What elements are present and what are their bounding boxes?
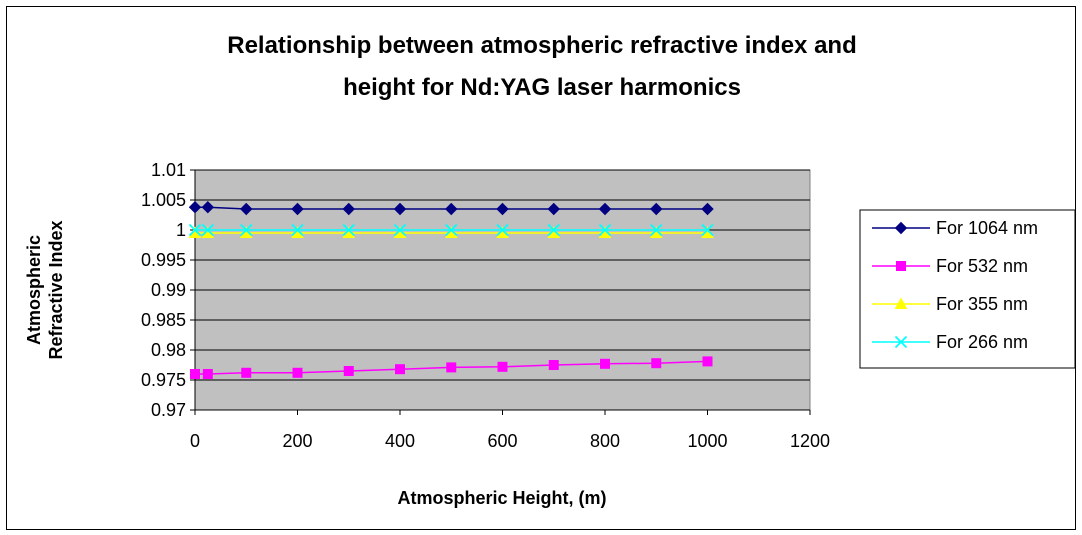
data-point (547, 202, 560, 216)
data-point (702, 356, 713, 367)
x-axis-title: Atmospheric Height, (m) (397, 488, 606, 508)
y-tick-labels: 0.97 0.975 0.98 0.985 0.99 0.995 1 1.005 1.01 (141, 160, 186, 420)
marker-stroke (547, 223, 560, 237)
legend-entry: For 532 nm (872, 256, 1028, 276)
marker-stroke (342, 223, 355, 237)
data-point (395, 364, 405, 375)
data-point (342, 223, 355, 237)
data-point (598, 202, 612, 216)
data-point (445, 202, 458, 216)
legend: For 1064 nm For 532 nm For 355 nm For 266 n… (859, 209, 1076, 369)
series-2 (190, 356, 713, 379)
y-axis-title-line-1: Atmospheric (24, 235, 44, 345)
data-point (445, 223, 458, 237)
data-point (343, 366, 354, 376)
data-point (393, 202, 407, 216)
data-point (548, 360, 559, 370)
y-tick-label: 0.985 (141, 310, 186, 330)
y-tick-label: 1.01 (151, 160, 186, 180)
x-tick-label: 1000 (687, 431, 727, 451)
y-tick-label: 0.995 (141, 250, 186, 270)
legend-marker (894, 221, 908, 235)
x-tick-label: 600 (487, 431, 517, 451)
legend-marker (896, 261, 906, 271)
data-point (240, 202, 253, 216)
y-axis-title-line-2: Refractive Index (46, 220, 66, 359)
legend-marker (894, 335, 908, 349)
data-point (497, 361, 508, 372)
marker-stroke (393, 223, 407, 237)
data-point (201, 200, 215, 214)
data-point (241, 367, 252, 378)
legend-marker (894, 297, 908, 309)
series-1 (188, 200, 714, 216)
y-tick-label: 1 (176, 220, 186, 240)
data-point (342, 202, 355, 216)
data-point (291, 223, 304, 237)
data-point (600, 358, 610, 369)
marker-stroke (650, 223, 663, 237)
legend-entry: For 1064 nm (872, 218, 1038, 238)
legend-entry: For 266 nm (872, 332, 1028, 352)
data-point (547, 223, 560, 237)
data-point (240, 223, 253, 237)
y-tick-label: 0.98 (151, 340, 186, 360)
data-point (651, 358, 662, 369)
data-point (650, 202, 663, 216)
marker-stroke (894, 335, 908, 349)
data-point (291, 202, 304, 216)
marker-stroke (701, 223, 714, 237)
chart-title-line-2: height for Nd:YAG laser harmonics (343, 74, 741, 101)
y-tick-label: 1.005 (141, 190, 186, 210)
legend-label: For 532 nm (936, 256, 1028, 276)
y-axis-title: Atmospheric Refractive Index (24, 220, 66, 359)
marker-stroke (291, 223, 304, 237)
y-tick-label: 0.99 (151, 280, 186, 300)
x-tick-label: 800 (590, 431, 620, 451)
x-tick-label: 1200 (790, 431, 830, 451)
data-point (188, 200, 202, 214)
x-tick-label: 400 (385, 431, 415, 451)
legend-label: For 355 nm (936, 294, 1028, 314)
series-line (195, 206, 708, 210)
marker-stroke (188, 223, 202, 237)
data-point (202, 369, 213, 379)
marker-stroke (201, 223, 214, 237)
data-point (446, 362, 457, 373)
series-layer (188, 200, 714, 379)
x-tick-labels: 0 200 400 600 800 1000 1200 (190, 431, 830, 451)
legend-label: For 1064 nm (936, 218, 1038, 238)
legend-entry: For 355 nm (872, 294, 1028, 314)
marker-stroke (496, 223, 509, 237)
x-tick-label: 0 (190, 431, 200, 451)
y-tick-label: 0.975 (141, 370, 186, 390)
data-point (201, 223, 214, 237)
marker-stroke (240, 223, 253, 237)
series-line (195, 360, 708, 375)
data-point (598, 223, 612, 237)
data-point (393, 223, 407, 237)
series-4 (188, 223, 714, 237)
marker-stroke (445, 223, 458, 237)
chart-title-line-1: Relationship between atmospheric refract… (227, 32, 857, 59)
x-tick-label: 200 (282, 431, 312, 451)
data-point (701, 202, 714, 216)
y-tick-label: 0.97 (151, 400, 186, 420)
data-point (496, 202, 509, 216)
data-point (292, 367, 303, 378)
data-point (190, 369, 200, 379)
data-point (496, 223, 509, 237)
marker-stroke (598, 223, 612, 237)
data-point (188, 223, 202, 237)
data-point (701, 223, 714, 237)
data-point (650, 223, 663, 237)
legend-label: For 266 nm (936, 332, 1028, 352)
